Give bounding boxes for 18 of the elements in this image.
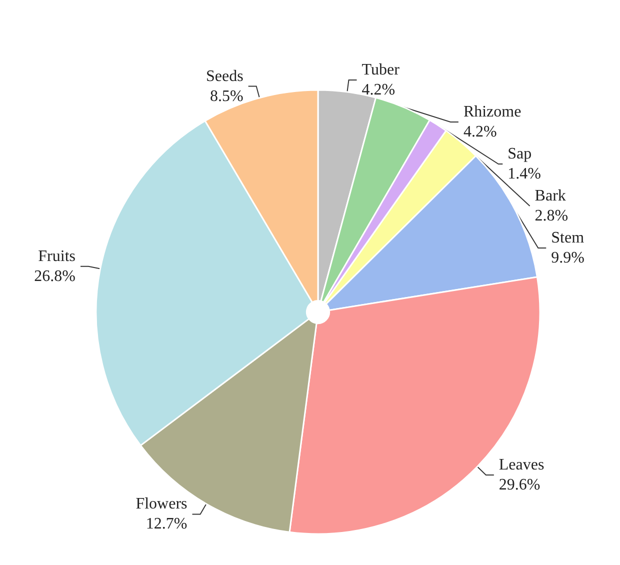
- slice-label: Tuber: [362, 62, 400, 79]
- slice-label: Flowers: [136, 496, 188, 513]
- data-label: 12.7%: [146, 516, 188, 533]
- data-label: 29.6%: [498, 476, 540, 494]
- data-label: 9.9%: [551, 250, 584, 267]
- slice-label: Seeds: [206, 68, 244, 85]
- data-label: 4.2%: [463, 124, 497, 141]
- slice-label: Leaves: [498, 456, 544, 474]
- slice-label: Rhizome: [463, 104, 522, 121]
- data-label: 1.4%: [508, 166, 541, 183]
- slice-label: Fruits: [38, 248, 76, 265]
- data-label: 4.2%: [362, 82, 396, 99]
- slice-label: Stem: [551, 230, 585, 247]
- slice-label: Bark: [534, 188, 566, 205]
- data-label: 8.5%: [210, 88, 244, 105]
- slice-label: Sap: [508, 146, 532, 163]
- data-label: 2.8%: [534, 208, 568, 225]
- data-label: 26.8%: [34, 268, 76, 285]
